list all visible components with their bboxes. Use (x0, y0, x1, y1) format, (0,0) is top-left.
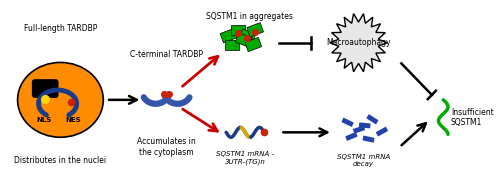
Text: NLS: NLS (36, 116, 52, 123)
Ellipse shape (18, 62, 104, 137)
FancyBboxPatch shape (359, 122, 370, 128)
Text: Full-length TARDBP: Full-length TARDBP (24, 24, 97, 33)
FancyBboxPatch shape (362, 136, 374, 143)
FancyBboxPatch shape (376, 127, 388, 136)
Text: Accumulates in
the cytoplasm: Accumulates in the cytoplasm (137, 137, 196, 157)
Text: NES: NES (65, 116, 80, 123)
Text: SQSTM1 mRNA -
3UTR-(TG)n: SQSTM1 mRNA - 3UTR-(TG)n (216, 151, 274, 165)
FancyBboxPatch shape (32, 79, 58, 98)
Text: Distributes in the nuclei: Distributes in the nuclei (14, 156, 106, 165)
Bar (247, 23, 264, 37)
Bar (220, 28, 237, 43)
Bar (236, 33, 252, 47)
Bar (225, 40, 240, 50)
Polygon shape (330, 14, 387, 72)
Bar (231, 25, 245, 35)
FancyBboxPatch shape (346, 132, 358, 141)
Text: SQSTM1 mRNA
decay: SQSTM1 mRNA decay (336, 154, 390, 167)
Text: Insufficient
SQSTM1: Insufficient SQSTM1 (451, 108, 494, 127)
Bar (239, 29, 256, 43)
FancyBboxPatch shape (366, 114, 378, 124)
Text: C-terminal TARDBP: C-terminal TARDBP (130, 50, 202, 59)
Text: Macroautophagy: Macroautophagy (326, 38, 391, 47)
Text: SQSTM1 in aggregates: SQSTM1 in aggregates (206, 12, 292, 21)
FancyBboxPatch shape (353, 125, 365, 134)
FancyBboxPatch shape (342, 118, 353, 127)
Bar (245, 37, 262, 52)
